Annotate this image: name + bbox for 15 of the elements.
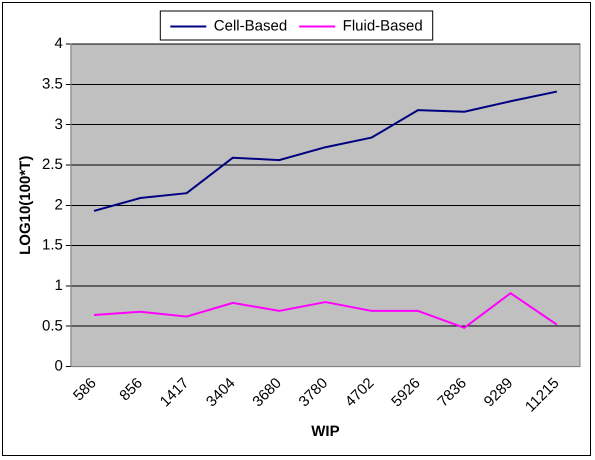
legend-label: Fluid-Based bbox=[342, 18, 423, 35]
y-tick-label: 2 bbox=[54, 196, 63, 214]
x-axis-title: WIP bbox=[311, 423, 340, 440]
x-tick-label: 586 bbox=[70, 374, 100, 404]
y-axis-title: LOG10(100*T) bbox=[17, 156, 34, 255]
y-tick-label: 2.5 bbox=[42, 156, 63, 174]
y-tick-label: 1.5 bbox=[42, 236, 63, 254]
y-tick-label: 3.5 bbox=[42, 75, 63, 92]
y-tick-label: 0.5 bbox=[42, 317, 63, 334]
y-tick-label: 4 bbox=[54, 35, 63, 52]
legend-label: Cell-Based bbox=[214, 18, 288, 35]
x-tick-label: 856 bbox=[116, 374, 146, 404]
y-tick-label: 1 bbox=[54, 277, 63, 294]
y-tick-label: 3 bbox=[54, 116, 63, 133]
y-tick-label: 0 bbox=[54, 358, 63, 375]
